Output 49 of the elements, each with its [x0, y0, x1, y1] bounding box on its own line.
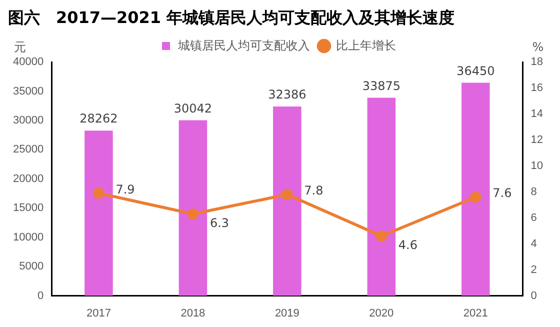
y2-tick-label: 4 [530, 238, 537, 250]
data-label: 33875 [362, 78, 401, 93]
legend-label: 比上年增长 [336, 38, 396, 52]
legend-label: 城镇居民人均可支配收入 [177, 38, 310, 52]
data-label: 4.6 [398, 238, 418, 252]
data-label: 7.9 [116, 182, 135, 196]
y2-tick-label: 0 [530, 290, 537, 302]
bar [84, 130, 113, 296]
y-tick-label: 10000 [12, 231, 44, 244]
x-tick-label: 2021 [463, 307, 488, 320]
y2-tick-label: 16 [530, 82, 544, 94]
point [376, 230, 387, 242]
y-tick-label: 5000 [19, 260, 44, 273]
point [470, 192, 482, 203]
y-tick-label: 40000 [12, 56, 44, 68]
y2-tick-label: 10 [530, 160, 544, 172]
bar [178, 120, 208, 296]
data-label: 30042 [174, 101, 212, 116]
x-tick-label: 2017 [86, 307, 111, 320]
y2-axis-title: % [532, 40, 544, 54]
y2-tick-label: 8 [530, 186, 537, 198]
y-tick-label: 25000 [12, 144, 44, 156]
point [93, 188, 104, 199]
chart-title: 图六 2017—2021 年城镇居民人均可支配收入及其增长速度 [7, 7, 456, 29]
y2-tick-label: 18 [530, 56, 544, 68]
x-tick-label: 2020 [369, 307, 394, 320]
data-label: 28262 [80, 112, 118, 126]
data-label: 32386 [268, 88, 306, 102]
y-axis-title: 元 [14, 40, 26, 54]
y-tick-label: 35000 [12, 85, 44, 98]
data-label: 7.8 [304, 184, 324, 198]
data-label: 7.6 [492, 186, 512, 200]
bar [273, 106, 302, 296]
x-tick-label: 2018 [180, 307, 206, 320]
data-label: 6.3 [210, 216, 230, 230]
y2-tick-label: 6 [530, 212, 537, 224]
point [187, 208, 198, 220]
x-tick-label: 2019 [274, 307, 300, 320]
y-tick-label: 30000 [12, 114, 44, 126]
y2-tick-label: 12 [530, 134, 544, 146]
bar [367, 98, 396, 296]
y-tick-label: 20000 [12, 172, 44, 185]
point [282, 188, 293, 200]
y2-tick-label: 2 [530, 264, 537, 276]
y-tick-label: 0 [37, 290, 44, 302]
y-tick-label: 15000 [12, 202, 44, 214]
y2-tick-label: 14 [530, 108, 544, 120]
data-label: 36450 [456, 64, 495, 78]
bar [462, 82, 490, 296]
